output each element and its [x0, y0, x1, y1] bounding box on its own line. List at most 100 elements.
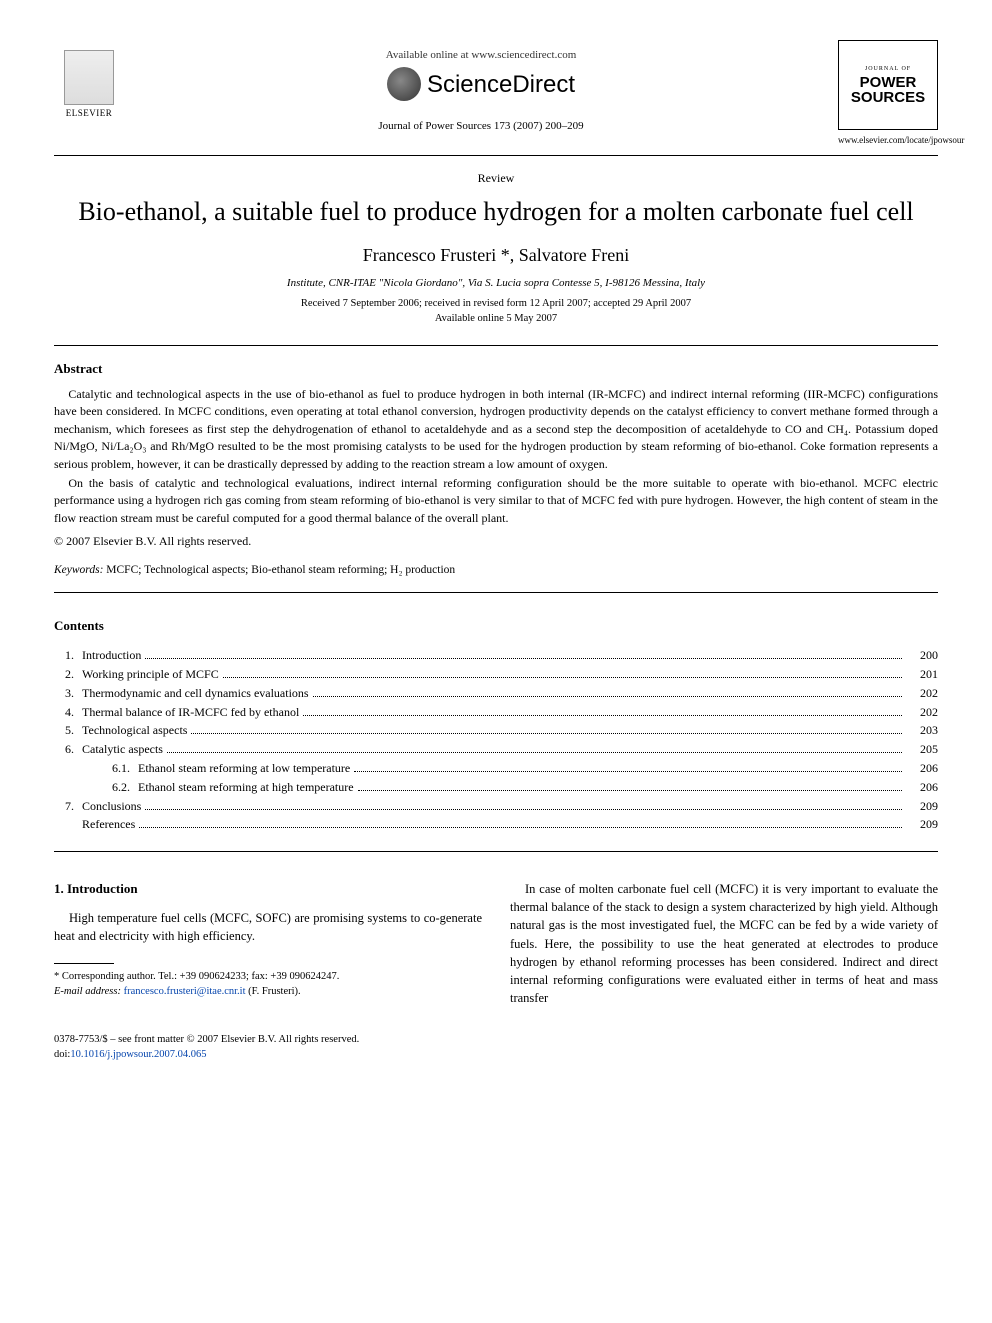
- toc-label: Conclusions: [82, 798, 141, 815]
- toc-row: 1.Introduction 200: [54, 647, 938, 664]
- toc-label: Introduction: [82, 647, 141, 664]
- center-header: Available online at www.sciencedirect.co…: [124, 40, 838, 135]
- footnote-email-label: E-mail address:: [54, 986, 121, 997]
- article-type: Review: [54, 170, 938, 187]
- footer-meta: 0378-7753/$ – see front matter © 2007 El…: [54, 1033, 938, 1062]
- toc-dots: [167, 752, 902, 753]
- journal-url: www.elsevier.com/locate/jpowsour: [838, 134, 938, 147]
- toc-dots: [145, 809, 902, 810]
- toc-dots: [145, 658, 902, 659]
- authors: Francesco Frusteri *, Salvatore Freni: [54, 243, 938, 268]
- affiliation: Institute, CNR-ITAE "Nicola Giordano", V…: [54, 276, 938, 291]
- column-right: In case of molten carbonate fuel cell (M…: [510, 880, 938, 1007]
- journal-box-top: JOURNAL OF: [865, 65, 911, 73]
- sciencedirect-text: ScienceDirect: [427, 68, 575, 102]
- toc-row: 4.Thermal balance of IR-MCFC fed by etha…: [54, 704, 938, 721]
- sciencedirect-logo: ScienceDirect: [387, 67, 575, 101]
- toc-row: 6.1.Ethanol steam reforming at low tempe…: [54, 760, 938, 777]
- toc-page: 205: [906, 741, 938, 758]
- body-columns: 1. Introduction High temperature fuel ce…: [54, 880, 938, 1007]
- footnote-email-suffix: (F. Frusteri).: [248, 986, 301, 997]
- toc-dots: [354, 771, 902, 772]
- abstract-p1: Catalytic and technological aspects in t…: [54, 386, 938, 473]
- keywords-block: Keywords: MCFC; Technological aspects; B…: [54, 562, 938, 578]
- col2-p1: In case of molten carbonate fuel cell (M…: [510, 880, 938, 1007]
- keywords-rule: [54, 592, 938, 593]
- toc-num: 6.2.: [82, 779, 138, 796]
- toc-num: 5.: [54, 722, 82, 739]
- toc-row: 7.Conclusions 209: [54, 798, 938, 815]
- toc-label: Technological aspects: [82, 722, 187, 739]
- toc-page: 206: [906, 760, 938, 777]
- toc-dots: [303, 715, 902, 716]
- page-header: ELSEVIER Available online at www.science…: [54, 40, 938, 147]
- toc-page: 202: [906, 685, 938, 702]
- toc-num: 6.: [54, 741, 82, 758]
- journal-cover-icon: JOURNAL OF POWER SOURCES: [838, 40, 938, 130]
- elsevier-label: ELSEVIER: [66, 107, 113, 120]
- abstract-p2: On the basis of catalytic and technologi…: [54, 475, 938, 527]
- contents-heading: Contents: [54, 617, 938, 635]
- toc-num: 2.: [54, 666, 82, 683]
- toc-page: 201: [906, 666, 938, 683]
- abstract-top-rule: [54, 345, 938, 346]
- dates-line2: Available online 5 May 2007: [435, 313, 557, 324]
- contents-rule: [54, 851, 938, 852]
- header-rule: [54, 155, 938, 156]
- toc-dots: [191, 733, 902, 734]
- table-of-contents: 1.Introduction 200 2.Working principle of …: [54, 647, 938, 833]
- section-1-heading: 1. Introduction: [54, 880, 482, 899]
- elsevier-logo: ELSEVIER: [54, 40, 124, 120]
- toc-dots: [139, 827, 902, 828]
- keywords-text: MCFC; Technological aspects; Bio-ethanol…: [106, 564, 455, 576]
- toc-label: Ethanol steam reforming at low temperatu…: [138, 760, 350, 777]
- toc-label: References: [82, 816, 135, 833]
- toc-label: Ethanol steam reforming at high temperat…: [138, 779, 354, 796]
- doi-link[interactable]: 10.1016/j.jpowsour.2007.04.065: [70, 1049, 206, 1060]
- toc-num: 3.: [54, 685, 82, 702]
- copyright: © 2007 Elsevier B.V. All rights reserved…: [54, 533, 938, 550]
- sciencedirect-swoosh-icon: [387, 67, 421, 101]
- corresponding-author-footnote: * Corresponding author. Tel.: +39 090624…: [54, 970, 482, 999]
- toc-page: 200: [906, 647, 938, 664]
- toc-num: 6.1.: [82, 760, 138, 777]
- footnote-email-link[interactable]: francesco.frusteri@itae.cnr.it: [124, 986, 246, 997]
- toc-row: References 209: [54, 816, 938, 833]
- toc-num: 7.: [54, 798, 82, 815]
- toc-label: Working principle of MCFC: [82, 666, 219, 683]
- toc-row: 2.Working principle of MCFC 201: [54, 666, 938, 683]
- toc-page: 209: [906, 798, 938, 815]
- toc-page: 206: [906, 779, 938, 796]
- toc-page: 202: [906, 704, 938, 721]
- column-left: 1. Introduction High temperature fuel ce…: [54, 880, 482, 1007]
- toc-page: 203: [906, 722, 938, 739]
- toc-page: 209: [906, 816, 938, 833]
- toc-num: 1.: [54, 647, 82, 664]
- toc-num: 4.: [54, 704, 82, 721]
- footer-line1: 0378-7753/$ – see front matter © 2007 El…: [54, 1034, 359, 1045]
- article-title: Bio-ethanol, a suitable fuel to produce …: [54, 196, 938, 229]
- toc-label: Thermal balance of IR-MCFC fed by ethano…: [82, 704, 299, 721]
- keywords-label: Keywords:: [54, 564, 103, 576]
- journal-box-title1: POWER: [860, 75, 917, 90]
- toc-label: Catalytic aspects: [82, 741, 163, 758]
- journal-box-title2: SOURCES: [851, 90, 925, 105]
- abstract-body: Catalytic and technological aspects in t…: [54, 386, 938, 527]
- article-dates: Received 7 September 2006; received in r…: [54, 297, 938, 326]
- toc-dots: [223, 677, 902, 678]
- toc-dots: [358, 790, 902, 791]
- toc-row: 6.2.Ethanol steam reforming at high temp…: [54, 779, 938, 796]
- dates-line1: Received 7 September 2006; received in r…: [301, 298, 691, 309]
- journal-reference: Journal of Power Sources 173 (2007) 200–…: [124, 119, 838, 134]
- toc-row: 5.Technological aspects 203: [54, 722, 938, 739]
- col1-p1: High temperature fuel cells (MCFC, SOFC)…: [54, 909, 482, 945]
- abstract-heading: Abstract: [54, 360, 938, 378]
- doi-prefix: doi:: [54, 1049, 70, 1060]
- footnote-corr: * Corresponding author. Tel.: +39 090624…: [54, 971, 339, 982]
- toc-row: 6.Catalytic aspects 205: [54, 741, 938, 758]
- available-online-text: Available online at www.sciencedirect.co…: [124, 48, 838, 63]
- journal-logo-block: JOURNAL OF POWER SOURCES www.elsevier.co…: [838, 40, 938, 147]
- elsevier-tree-icon: [64, 50, 114, 105]
- footnote-rule: [54, 963, 114, 964]
- toc-dots: [313, 696, 902, 697]
